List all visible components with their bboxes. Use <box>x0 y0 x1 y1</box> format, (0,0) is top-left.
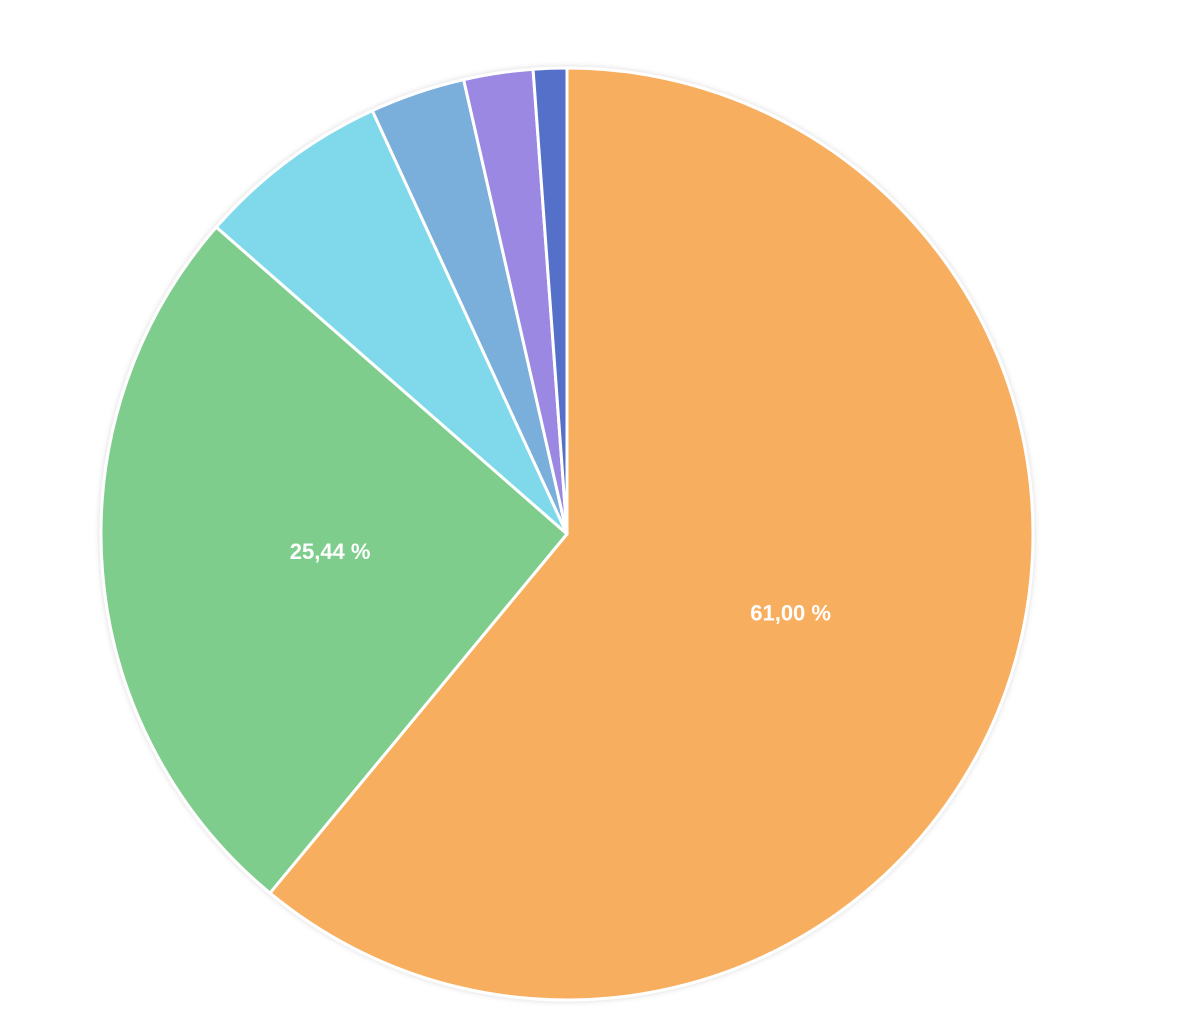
pie-slice <box>99 225 569 895</box>
slice-label: 25,44 % <box>290 539 371 564</box>
slice-label: 61,00 % <box>750 600 831 625</box>
pie <box>99 66 1035 1002</box>
pie-slice <box>531 66 569 536</box>
pie-slice <box>214 109 569 536</box>
pie-slice <box>268 66 1035 1002</box>
